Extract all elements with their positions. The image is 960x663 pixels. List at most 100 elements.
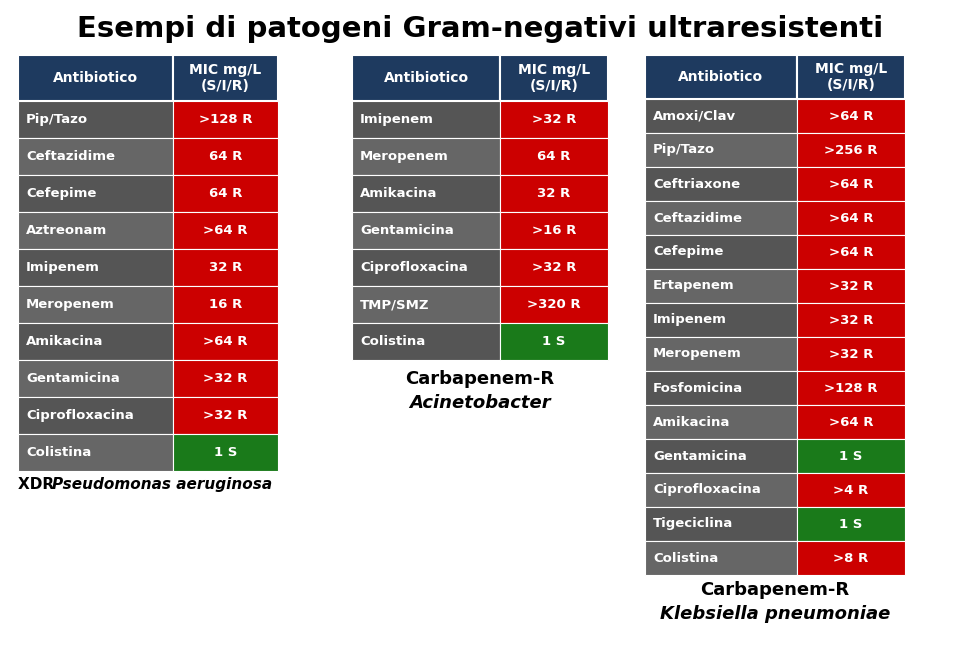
Bar [173,397,278,434]
Text: >320 R: >320 R [527,298,581,311]
Bar [352,138,500,175]
Text: TMP/SMZ: TMP/SMZ [360,298,429,311]
Bar [797,337,905,371]
Bar [797,541,905,575]
Text: 32 R: 32 R [209,261,242,274]
Text: Antibiotico: Antibiotico [383,71,468,85]
Bar [645,541,797,575]
Bar [173,175,278,212]
Bar [797,235,905,269]
Text: MIC mg/L
(S/I/R): MIC mg/L (S/I/R) [815,62,887,92]
Bar [645,405,797,439]
Bar [500,101,608,138]
Bar [173,101,278,138]
Text: Colistina: Colistina [653,552,718,564]
Text: >32 R: >32 R [204,409,248,422]
Bar [797,55,905,99]
Text: >16 R: >16 R [532,224,576,237]
Text: MIC mg/L
(S/I/R): MIC mg/L (S/I/R) [517,63,590,93]
Bar [18,249,173,286]
Text: 1 S: 1 S [839,518,863,530]
Bar [500,138,608,175]
Text: Gentamicina: Gentamicina [360,224,454,237]
Text: Amikacina: Amikacina [26,335,104,348]
Text: Carbapenem-R: Carbapenem-R [701,581,850,599]
Text: >64 R: >64 R [204,335,248,348]
Text: Klebsiella pneumoniae: Klebsiella pneumoniae [660,605,890,623]
Text: >4 R: >4 R [833,483,869,497]
Text: >64 R: >64 R [204,224,248,237]
Bar [797,133,905,167]
Bar [173,323,278,360]
Text: Acinetobacter: Acinetobacter [409,394,551,412]
Bar [500,323,608,360]
Text: Pip/Tazo: Pip/Tazo [653,143,715,156]
Bar [645,167,797,201]
Bar [173,434,278,471]
Text: Gentamicina: Gentamicina [26,372,120,385]
Bar [173,249,278,286]
Bar [18,434,173,471]
Bar [797,473,905,507]
Bar [645,99,797,133]
Bar [500,249,608,286]
Bar [645,473,797,507]
Text: >8 R: >8 R [833,552,869,564]
Text: Amikacina: Amikacina [653,416,731,428]
Bar [797,269,905,303]
Text: Imipenem: Imipenem [360,113,434,126]
Text: >64 R: >64 R [828,211,874,225]
Text: >32 R: >32 R [828,314,874,326]
Bar [18,55,173,101]
Bar [645,439,797,473]
Bar [797,371,905,405]
Text: Esempi di patogeni Gram-negativi ultraresistenti: Esempi di patogeni Gram-negativi ultrare… [77,15,883,43]
Text: Ceftazidime: Ceftazidime [26,150,115,163]
Bar [352,286,500,323]
Text: >64 R: >64 R [828,245,874,259]
Bar [500,286,608,323]
Bar [352,175,500,212]
Text: Cefepime: Cefepime [653,245,724,259]
Bar [500,212,608,249]
Text: >128 R: >128 R [825,381,877,394]
Bar [645,269,797,303]
Text: 64 R: 64 R [538,150,570,163]
Bar [352,249,500,286]
Bar [173,138,278,175]
Bar [173,360,278,397]
Text: Ciprofloxacina: Ciprofloxacina [26,409,133,422]
Bar [352,101,500,138]
Text: Ciprofloxacina: Ciprofloxacina [653,483,760,497]
Bar [18,175,173,212]
Text: >32 R: >32 R [532,261,576,274]
Bar [645,235,797,269]
Bar [797,405,905,439]
Bar [500,55,608,101]
Text: >32 R: >32 R [828,280,874,292]
Bar [645,303,797,337]
Text: >32 R: >32 R [828,347,874,361]
Text: 1 S: 1 S [214,446,237,459]
Text: 32 R: 32 R [538,187,570,200]
Bar [797,201,905,235]
Bar [18,397,173,434]
Text: Carbapenem-R: Carbapenem-R [405,370,555,388]
Text: >32 R: >32 R [532,113,576,126]
Bar [645,55,797,99]
Bar [500,175,608,212]
Bar [18,101,173,138]
Text: Ciprofloxacina: Ciprofloxacina [360,261,468,274]
Bar [18,138,173,175]
Text: Colistina: Colistina [360,335,425,348]
Text: Cefepime: Cefepime [26,187,96,200]
Bar [18,360,173,397]
Bar [18,323,173,360]
Text: >64 R: >64 R [828,178,874,190]
Text: MIC mg/L
(S/I/R): MIC mg/L (S/I/R) [189,63,262,93]
Text: 1 S: 1 S [542,335,565,348]
Text: Meropenem: Meropenem [26,298,115,311]
Bar [797,303,905,337]
Text: Colistina: Colistina [26,446,91,459]
Text: >64 R: >64 R [828,109,874,123]
